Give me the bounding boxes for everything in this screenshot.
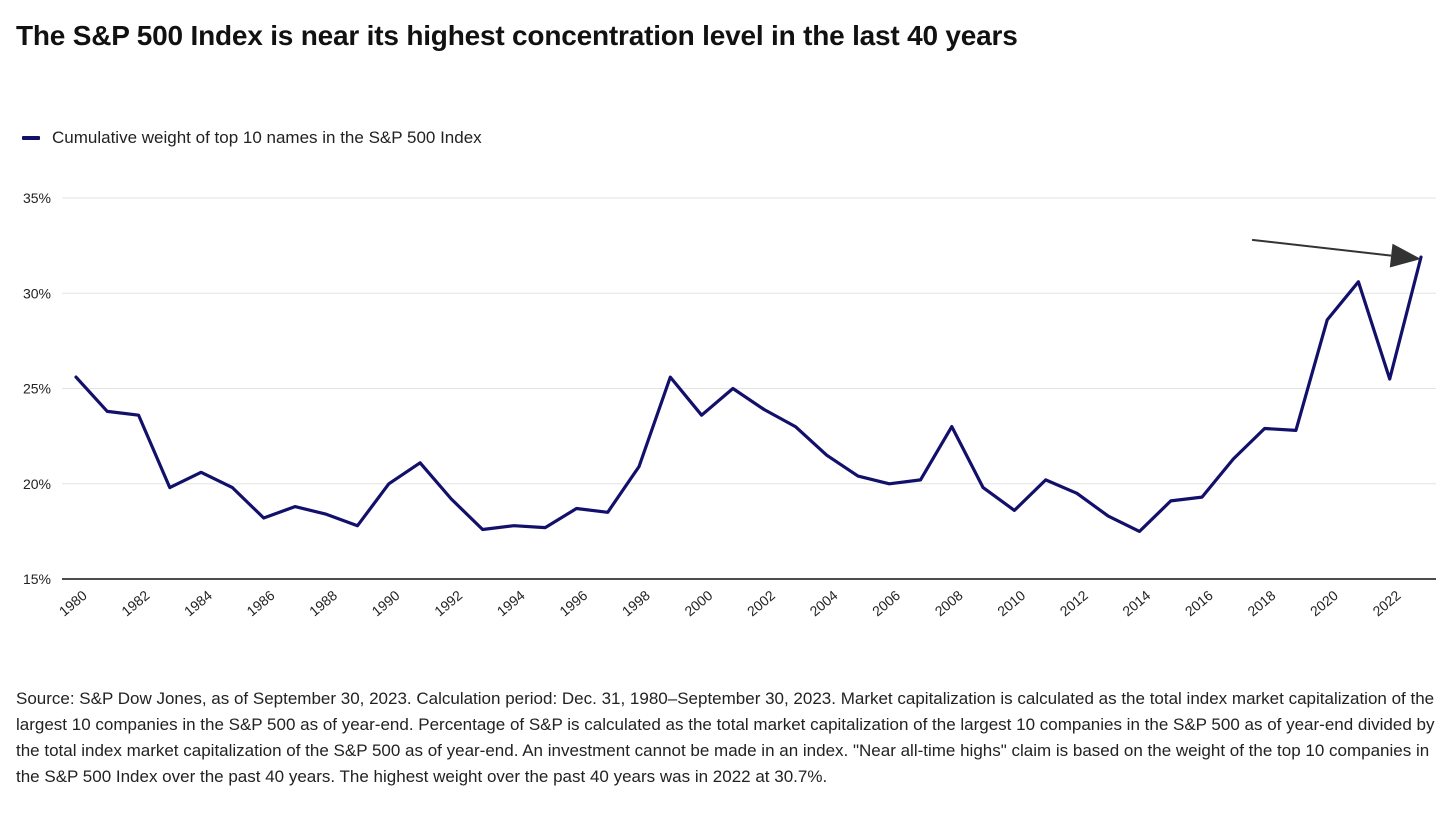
chart-title: The S&P 500 Index is near its highest co… [16,20,1018,51]
series-line [74,255,1423,534]
x-tick-label: 2010 [994,587,1028,619]
line-chart: 15% 20% 25% 30% 35% 1980 1982 1984 1986 1988 1990… [23,190,1436,619]
x-tick-label: 1998 [619,587,653,619]
arrow-head [1389,243,1421,268]
x-tick-label: 2018 [1244,587,1278,619]
x-tick-label: 1988 [306,587,340,619]
y-tick-label: 20% [23,476,51,492]
source-note: Source: S&P Dow Jones, as of September 3… [16,689,1435,786]
x-tick-label: 1994 [494,587,528,619]
chart-legend: Cumulative weight of top 10 names in the… [22,128,482,148]
annotation-layer [1251,238,1421,268]
x-axis-ticks: 1980 1982 1984 1986 1988 1990 1992 1994 1996 1998… [56,587,1404,619]
gridlines [62,197,1436,580]
x-tick-label: 1996 [556,587,590,619]
x-tick-label: 2014 [1119,587,1153,619]
x-tick-label: 1992 [431,587,465,619]
x-tick-label: 1990 [369,587,403,619]
x-tick-label: 1980 [56,587,90,619]
y-axis-ticks: 15% 20% 25% 30% 35% [23,190,51,587]
x-tick-label: 1986 [243,587,277,619]
y-tick-label: 30% [23,285,51,301]
x-tick-label: 1984 [181,587,215,619]
legend-label: Cumulative weight of top 10 names in the… [52,128,482,147]
series-layer [74,255,1423,534]
y-tick-label: 25% [23,381,51,397]
x-tick-label: 2012 [1057,587,1091,619]
x-tick-label: 1982 [118,587,152,619]
x-tick-label: 2006 [869,587,903,619]
y-tick-label: 15% [23,571,51,587]
y-tick-label: 35% [23,190,51,206]
arrow-shaft [1251,238,1392,257]
x-tick-label: 2000 [681,587,715,619]
x-tick-label: 2022 [1369,587,1403,619]
legend-line-swatch [22,136,40,140]
x-tick-label: 2004 [806,587,840,619]
x-tick-label: 2020 [1307,587,1341,619]
x-tick-label: 2016 [1182,587,1216,619]
x-tick-label: 2008 [932,587,966,619]
x-tick-label: 2002 [744,587,778,619]
